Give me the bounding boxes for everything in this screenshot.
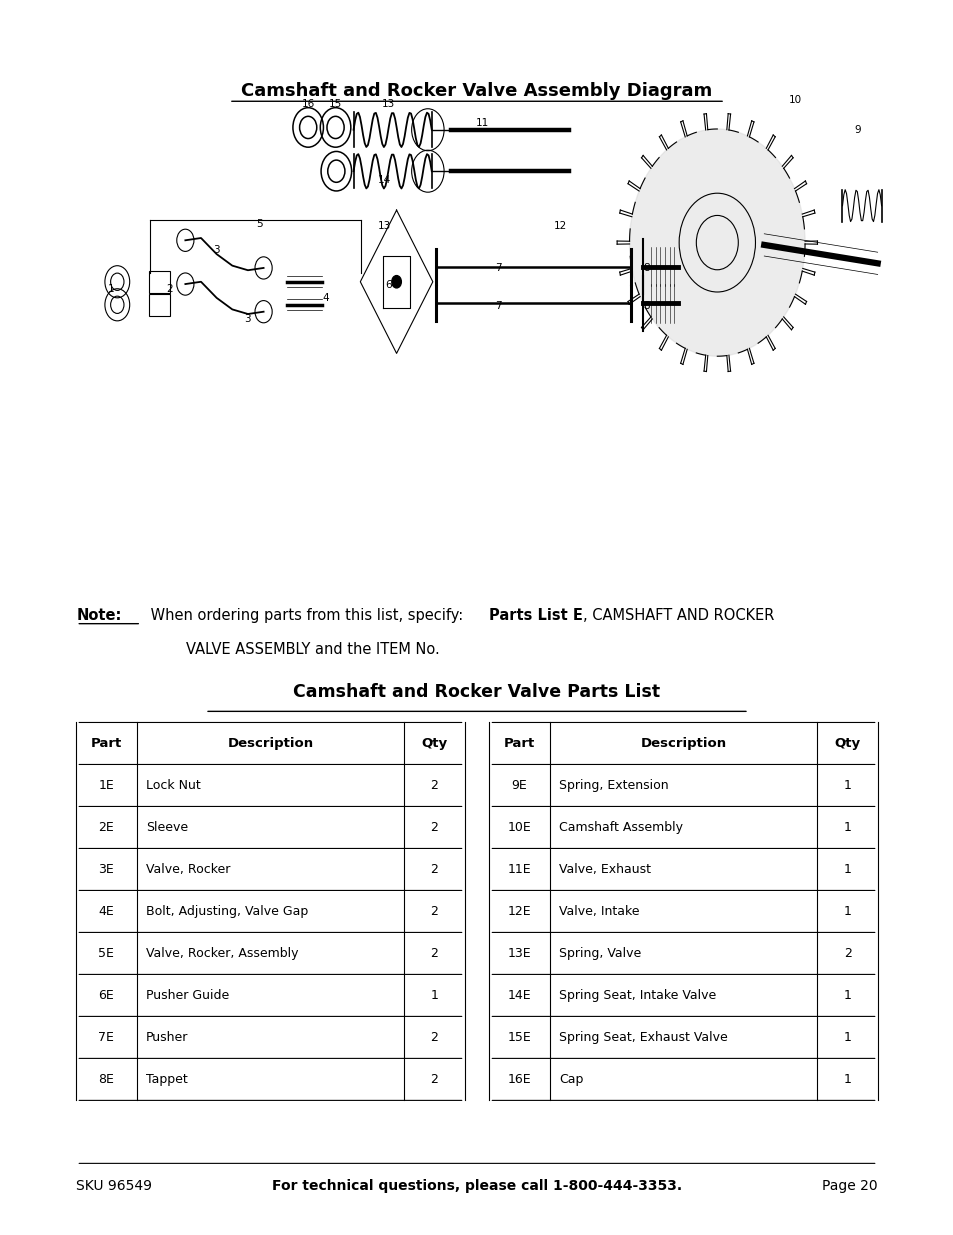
Text: 9E: 9E <box>511 779 527 792</box>
Text: 7: 7 <box>495 301 501 311</box>
Text: 2: 2 <box>430 947 438 960</box>
Text: 4: 4 <box>322 293 329 303</box>
Text: 5E: 5E <box>98 947 114 960</box>
Text: Camshaft and Rocker Valve Assembly Diagram: Camshaft and Rocker Valve Assembly Diagr… <box>241 83 712 100</box>
Text: Bolt, Adjusting, Valve Gap: Bolt, Adjusting, Valve Gap <box>146 905 308 918</box>
Text: 1: 1 <box>842 821 851 834</box>
Text: Valve, Intake: Valve, Intake <box>558 905 639 918</box>
Text: When ordering parts from this list, specify:: When ordering parts from this list, spec… <box>146 608 472 622</box>
Text: Pusher Guide: Pusher Guide <box>146 989 229 1002</box>
Text: 1: 1 <box>108 284 114 294</box>
Text: Part: Part <box>503 737 535 750</box>
Text: Page 20: Page 20 <box>821 1178 877 1193</box>
Text: Sleeve: Sleeve <box>146 821 188 834</box>
Text: 12E: 12E <box>507 905 531 918</box>
Circle shape <box>629 128 804 356</box>
Text: 8: 8 <box>643 301 650 311</box>
Text: 1: 1 <box>842 1073 851 1086</box>
Text: 15: 15 <box>329 99 342 110</box>
Text: 2E: 2E <box>98 821 114 834</box>
Text: 6: 6 <box>385 280 392 290</box>
Text: 1: 1 <box>842 905 851 918</box>
Text: 3: 3 <box>244 314 251 324</box>
Text: 8E: 8E <box>98 1073 114 1086</box>
Text: 3: 3 <box>213 245 220 254</box>
Text: VALVE ASSEMBLY and the ITEM No.: VALVE ASSEMBLY and the ITEM No. <box>186 642 439 657</box>
Text: 7E: 7E <box>98 1031 114 1044</box>
Text: 2: 2 <box>842 947 851 960</box>
Text: , CAMSHAFT AND ROCKER: , CAMSHAFT AND ROCKER <box>582 608 774 622</box>
Text: 2: 2 <box>430 821 438 834</box>
Text: 2: 2 <box>430 1031 438 1044</box>
Text: 1: 1 <box>842 1031 851 1044</box>
Text: 2: 2 <box>430 905 438 918</box>
Text: 11: 11 <box>476 117 489 128</box>
Text: 1: 1 <box>842 779 851 792</box>
Text: 14E: 14E <box>507 989 531 1002</box>
Text: Spring, Valve: Spring, Valve <box>558 947 640 960</box>
Text: 9: 9 <box>854 125 861 135</box>
Text: Pusher: Pusher <box>146 1031 189 1044</box>
Text: 8: 8 <box>643 263 650 273</box>
Text: Qty: Qty <box>834 737 860 750</box>
Text: Parts List E: Parts List E <box>489 608 582 622</box>
Text: Lock Nut: Lock Nut <box>146 779 200 792</box>
Text: Part: Part <box>91 737 122 750</box>
Text: Description: Description <box>227 737 314 750</box>
Text: 6E: 6E <box>98 989 114 1002</box>
Text: 10E: 10E <box>507 821 531 834</box>
Text: 10: 10 <box>788 95 801 105</box>
Text: Camshaft Assembly: Camshaft Assembly <box>558 821 682 834</box>
Text: 13: 13 <box>377 221 391 231</box>
Text: Camshaft and Rocker Valve Parts List: Camshaft and Rocker Valve Parts List <box>294 683 659 701</box>
Text: 16E: 16E <box>507 1073 531 1086</box>
Text: 5: 5 <box>256 219 263 230</box>
Text: SKU 96549: SKU 96549 <box>76 1178 152 1193</box>
Text: Valve, Rocker: Valve, Rocker <box>146 863 231 876</box>
Text: Tappet: Tappet <box>146 1073 188 1086</box>
Text: 4E: 4E <box>98 905 114 918</box>
Text: 12: 12 <box>554 221 567 231</box>
Text: 1: 1 <box>842 989 851 1002</box>
Text: 15E: 15E <box>507 1031 531 1044</box>
Text: 13: 13 <box>382 99 395 110</box>
Circle shape <box>392 275 401 288</box>
Text: 2: 2 <box>430 1073 438 1086</box>
Text: Description: Description <box>639 737 726 750</box>
Text: 11E: 11E <box>507 863 531 876</box>
Text: 1: 1 <box>430 989 438 1002</box>
Text: Spring, Extension: Spring, Extension <box>558 779 668 792</box>
Text: 1E: 1E <box>98 779 114 792</box>
Text: Cap: Cap <box>558 1073 583 1086</box>
Text: 2: 2 <box>430 779 438 792</box>
Text: 2: 2 <box>430 863 438 876</box>
Text: Valve, Exhaust: Valve, Exhaust <box>558 863 651 876</box>
Text: 16: 16 <box>301 99 314 110</box>
Text: Spring Seat, Intake Valve: Spring Seat, Intake Valve <box>558 989 716 1002</box>
Text: Spring Seat, Exhaust Valve: Spring Seat, Exhaust Valve <box>558 1031 727 1044</box>
Text: Note:: Note: <box>76 608 122 622</box>
Text: For technical questions, please call 1-800-444-3353.: For technical questions, please call 1-8… <box>272 1178 681 1193</box>
Text: 14: 14 <box>377 175 391 185</box>
Text: 3E: 3E <box>98 863 114 876</box>
Text: 7: 7 <box>495 263 501 273</box>
Text: 1: 1 <box>842 863 851 876</box>
Text: 13E: 13E <box>507 947 531 960</box>
Text: Valve, Rocker, Assembly: Valve, Rocker, Assembly <box>146 947 298 960</box>
Text: 2: 2 <box>166 284 172 294</box>
Text: Qty: Qty <box>421 737 447 750</box>
